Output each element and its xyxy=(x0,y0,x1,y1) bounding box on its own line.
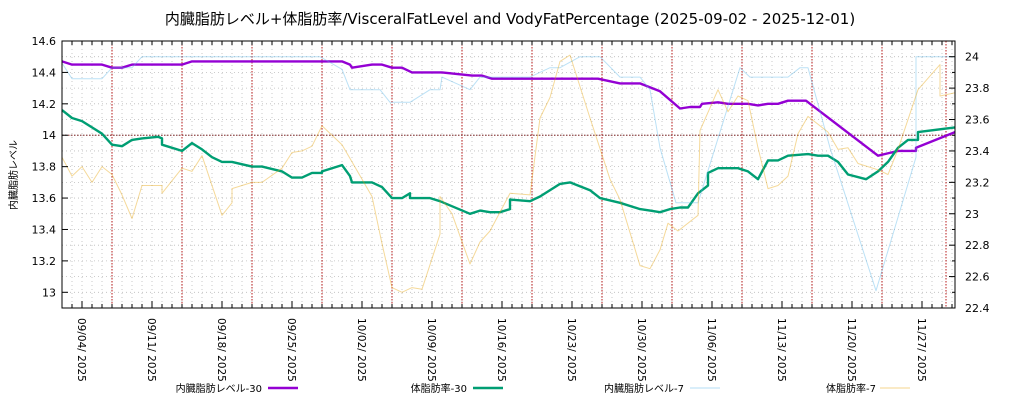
series-line-1 xyxy=(61,109,956,216)
x-tick-label: 11/27/ 2025 xyxy=(915,318,927,382)
legend-label: 内臓脂肪レベル-7 xyxy=(604,382,684,395)
y-tick-label: 14 xyxy=(42,129,56,142)
x-tick-label: 11/06/ 2025 xyxy=(705,318,717,382)
legend-item-bodyfat-7: 体脂肪率-7 xyxy=(826,382,910,395)
y-tick-label: 13.6 xyxy=(32,192,57,205)
y2-tick-label: 23.2 xyxy=(965,176,990,189)
y-tick-label: 13 xyxy=(42,286,56,299)
plot-frame xyxy=(61,40,956,309)
y-tick-label: 14.4 xyxy=(32,66,57,79)
y-axis-label: 内臓脂肪レベル xyxy=(7,140,20,210)
series-group xyxy=(61,54,956,293)
series-line-0 xyxy=(61,60,956,157)
week-lines xyxy=(62,41,955,308)
y2-tick-label: 22.6 xyxy=(965,271,990,284)
y-tick-label: 14.2 xyxy=(32,98,57,111)
y2-tick-label: 22.8 xyxy=(965,239,990,252)
legend-label: 体脂肪率-7 xyxy=(826,382,876,395)
x-tick-label: 10/30/ 2025 xyxy=(635,318,647,382)
series-line-2 xyxy=(61,56,955,292)
y-tick-label: 13.8 xyxy=(32,161,57,174)
chart-title: 内臓脂肪レベル+体脂肪率/VisceralFatLevel and VodyFa… xyxy=(165,10,855,28)
legend-item-bodyfat-30: 体脂肪率-30 xyxy=(411,382,503,395)
y-tick-label: 14.6 xyxy=(32,35,57,48)
grid xyxy=(61,40,955,308)
y2-tick-label: 22.4 xyxy=(965,302,990,315)
y2-tick-label: 23.4 xyxy=(965,145,990,158)
y-tick-label: 13.4 xyxy=(32,223,57,236)
y2-tick-label: 23 xyxy=(965,208,979,221)
x-tick-label: 10/16/ 2025 xyxy=(495,318,507,382)
series-line-3 xyxy=(61,54,956,293)
y2-tick-label: 23.8 xyxy=(965,82,990,95)
x-tick-label: 09/25/ 2025 xyxy=(285,318,297,382)
legend-label: 内臓脂肪レベル-30 xyxy=(176,382,262,395)
axes: 13 13.2 13.4 13.6 13.8 14 14.2 14.4 14.6 22.4 22.6… xyxy=(32,35,990,382)
legend-item-visceral-7: 内臓脂肪レベル-7 xyxy=(604,382,720,395)
x-tick-label: 11/13/ 2025 xyxy=(775,318,787,382)
x-tick-label: 11/20/ 2025 xyxy=(845,318,857,382)
y-tick-label: 13.2 xyxy=(32,255,57,268)
legend-item-visceral-30: 内臓脂肪レベル-30 xyxy=(176,382,298,395)
y2-tick-label: 24 xyxy=(965,51,979,64)
x-tick-label: 10/09/ 2025 xyxy=(425,318,437,382)
y2-tick-label: 23.6 xyxy=(965,114,990,127)
legend: 内臓脂肪レベル-30 体脂肪率-30 内臓脂肪レベル-7 体脂肪率-7 xyxy=(176,382,910,395)
x-tick-label: 09/04/ 2025 xyxy=(75,318,87,382)
x-tick-label: 10/23/ 2025 xyxy=(565,318,577,382)
x-tick-label: 09/18/ 2025 xyxy=(215,318,227,382)
x-tick-label: 09/11/ 2025 xyxy=(145,318,157,382)
x-tick-label: 10/02/ 2025 xyxy=(355,318,367,382)
legend-label: 体脂肪率-30 xyxy=(411,382,467,395)
